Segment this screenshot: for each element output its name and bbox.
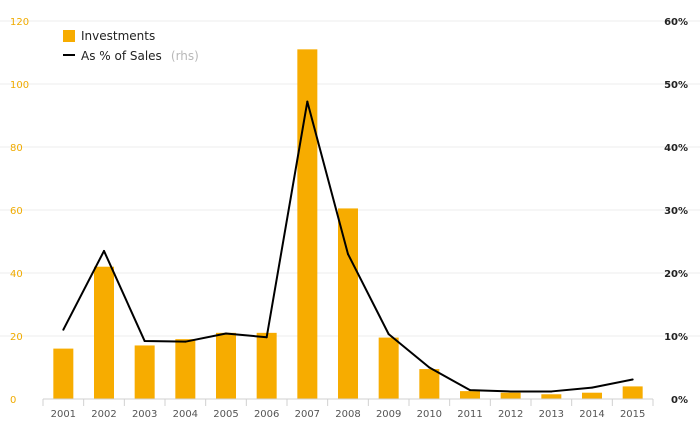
bar-investments-2003 <box>134 345 155 399</box>
point-pct-sales-2013 <box>550 390 553 393</box>
x-tick-label: 2011 <box>457 409 482 420</box>
x-tick-label: 2012 <box>498 409 523 420</box>
bar-investments-2001 <box>53 348 74 399</box>
legend-label-pct-sales-suffix: (rhs) <box>171 49 199 63</box>
x-tick-label: 2015 <box>620 409 645 420</box>
y-right-tick-label: 30% <box>664 206 688 217</box>
bar-investments-2005 <box>216 332 236 399</box>
line-series-pct-sales <box>62 100 634 393</box>
y-left-tick-label: 0 <box>10 395 16 406</box>
bar-investments-2013 <box>541 394 562 399</box>
y-left-tick-label: 40 <box>10 269 23 280</box>
y-right-tick-label: 0% <box>671 395 688 406</box>
point-pct-sales-2009 <box>387 333 390 336</box>
y-right-tick-label: 50% <box>664 80 688 91</box>
point-pct-sales-2007 <box>306 100 309 103</box>
y-left-tick-label: 120 <box>10 17 29 28</box>
bar-investments-2008 <box>338 208 358 399</box>
x-tick-label: 2002 <box>91 409 116 420</box>
y-right-tick-label: 40% <box>664 143 688 154</box>
y-left-tick-label: 100 <box>10 80 29 91</box>
legend-label-pct-sales: As % of Sales (rhs) <box>81 45 199 64</box>
bar-investments-2009 <box>378 337 399 399</box>
bar-investments-2006 <box>256 332 277 399</box>
y-axis-right: 0% 10% 20% 30% 40% 50% 60% <box>664 17 688 406</box>
bar-series-investments <box>53 49 643 399</box>
x-tick-label: 2003 <box>132 409 157 420</box>
legend-swatch-investments <box>63 30 75 42</box>
bar-investments-2014 <box>582 392 602 399</box>
legend: Investments As % of Sales (rhs) <box>63 29 199 64</box>
point-pct-sales-2002 <box>103 249 105 252</box>
bar-investments-2002 <box>94 266 114 399</box>
point-pct-sales-2006 <box>265 336 268 339</box>
bar-investments-2011 <box>460 391 480 399</box>
legend-label-pct-sales-name: As % of Sales <box>81 49 162 63</box>
x-tick-label: 2006 <box>254 409 279 420</box>
y-right-tick-label: 60% <box>664 17 688 28</box>
point-pct-sales-2008 <box>347 253 349 256</box>
point-pct-sales-2015 <box>631 378 634 381</box>
bar-investments-2012 <box>500 392 521 399</box>
legend-label-investments: Investments <box>81 29 155 43</box>
y-left-tick-label: 80 <box>10 143 23 154</box>
y-right-tick-label: 10% <box>664 332 688 343</box>
x-tick-label: 2007 <box>295 409 320 420</box>
bar-investments-2010 <box>419 369 440 399</box>
bar-investments-2004 <box>175 339 196 399</box>
bar-investments-2015 <box>622 386 643 399</box>
x-tick-label: 2004 <box>173 409 198 420</box>
x-tick-label: 2005 <box>213 409 238 420</box>
x-tick-label: 2009 <box>376 409 401 420</box>
x-axis: 2001 2002 2003 2004 2005 2006 2007 2008 2009 2010… <box>42 398 654 420</box>
point-pct-sales-2010 <box>428 366 431 369</box>
point-pct-sales-2014 <box>591 386 593 389</box>
bar-investments-2007 <box>297 49 318 399</box>
point-pct-sales-2011 <box>469 389 471 392</box>
point-pct-sales-2004 <box>184 340 187 343</box>
point-pct-sales-2003 <box>143 340 146 343</box>
x-tick-label: 2013 <box>539 409 564 420</box>
x-tick-label: 2014 <box>579 409 604 420</box>
y-left-tick-label: 60 <box>10 206 23 217</box>
point-pct-sales-2001 <box>62 328 65 331</box>
y-right-tick-label: 20% <box>664 269 688 280</box>
x-tick-label: 2001 <box>51 409 76 420</box>
y-axis-left: 0 20 40 60 80 100 120 <box>10 17 29 406</box>
y-left-tick-label: 20 <box>10 332 23 343</box>
x-tick-label: 2008 <box>335 409 360 420</box>
point-pct-sales-2012 <box>509 390 512 393</box>
point-pct-sales-2005 <box>225 332 227 335</box>
x-tick-label: 2010 <box>417 409 442 420</box>
